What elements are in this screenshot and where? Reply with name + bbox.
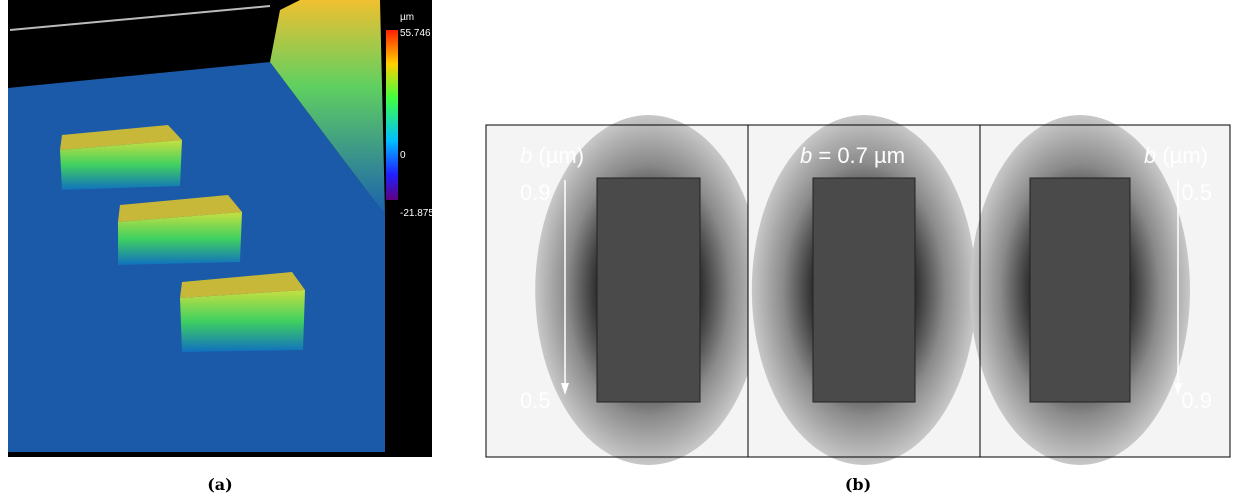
pillar — [1030, 178, 1130, 402]
block — [118, 195, 242, 265]
colorbar-mid: 0 — [400, 150, 406, 161]
variable: b — [800, 143, 812, 168]
sem-frame: b (µm) 0.9 0.5 — [486, 115, 762, 465]
block — [180, 272, 305, 352]
frame-label: b (µm) — [1144, 143, 1208, 168]
panel-a: µm 55.746 0 -21.875 (a) — [8, 0, 434, 494]
label-text: = 0.7 µm — [812, 143, 905, 168]
block — [60, 125, 182, 190]
arrow-start-value: 0.9 — [520, 180, 551, 205]
colorbar-max: 55.746 — [400, 28, 431, 39]
sem-frame: b (µm) 0.5 0.9 — [970, 115, 1230, 465]
figure: µm 55.746 0 -21.875 (a) (b) b (µm) 0.9 0.5… — [0, 0, 1233, 498]
variable: b — [1144, 143, 1156, 168]
caption: (b) — [845, 475, 871, 494]
variable: b — [520, 143, 532, 168]
pillar — [813, 178, 915, 402]
sem-frame: b = 0.7 µm — [748, 115, 980, 465]
arrow-end-value: 0.5 — [520, 388, 551, 413]
label-text: (µm) — [532, 143, 584, 168]
colorbar-unit: µm — [400, 12, 414, 23]
frame-label: b = 0.7 µm — [800, 143, 905, 168]
arrow-start-value: 0.5 — [1181, 180, 1212, 205]
colorbar-min: -21.875 — [400, 208, 434, 219]
label-text: (µm) — [1156, 143, 1208, 168]
caption: (a) — [207, 475, 233, 494]
arrow-end-value: 0.9 — [1181, 388, 1212, 413]
colorbar — [386, 30, 398, 200]
frame-label: b (µm) — [520, 143, 584, 168]
pillar — [597, 178, 700, 402]
